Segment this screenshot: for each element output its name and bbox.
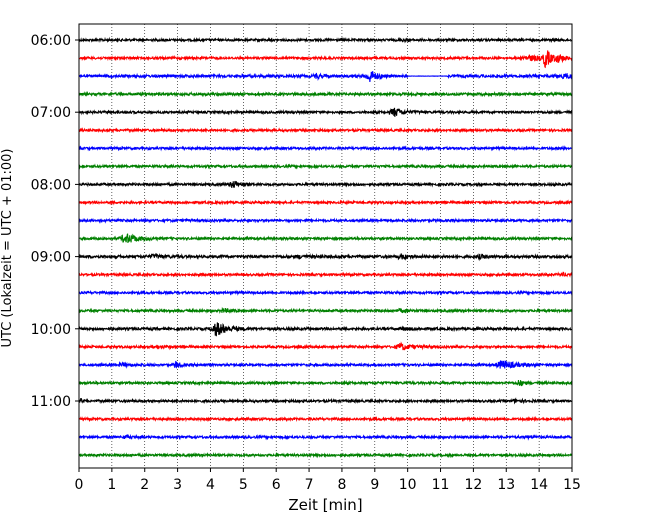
y-axis-ticks: 06:00 07:00 08:00 09:00 10:00 11:00 bbox=[31, 33, 79, 410]
trace-row-0845 bbox=[78, 233, 573, 244]
trace-row-0630 bbox=[78, 71, 573, 82]
x-tick-label-5: 5 bbox=[239, 477, 248, 493]
x-axis-label: Zeit [min] bbox=[288, 496, 362, 514]
plot-frame bbox=[78, 23, 573, 469]
trace-row-1130 bbox=[78, 433, 573, 441]
trace-row-0815 bbox=[78, 199, 573, 206]
x-tick-label-8: 8 bbox=[337, 477, 346, 493]
y-tick-label-0900: 09:00 bbox=[31, 250, 71, 266]
trace-row-1100 bbox=[78, 397, 573, 405]
trace-row-0830 bbox=[78, 217, 573, 224]
seismic-traces bbox=[78, 36, 573, 459]
x-tick-label-14: 14 bbox=[530, 477, 548, 493]
y-tick-label-1000: 10:00 bbox=[31, 322, 71, 338]
trace-row-0700 bbox=[78, 107, 573, 117]
trace-row-0800 bbox=[78, 180, 573, 188]
trace-row-0930 bbox=[78, 289, 573, 296]
trace-row-1045 bbox=[78, 379, 573, 387]
x-axis-ticks: 0 1 2 3 4 5 6 7 8 9 10 11 12 13 14 15 bbox=[75, 468, 581, 493]
x-tick-label-4: 4 bbox=[206, 477, 215, 493]
trace-row-1115 bbox=[78, 415, 573, 423]
x-tick-label-12: 12 bbox=[464, 477, 482, 493]
y-tick-label-0600: 06:00 bbox=[31, 33, 71, 49]
trace-row-0945 bbox=[78, 306, 573, 314]
trace-row-0900 bbox=[78, 252, 573, 262]
x-tick-label-9: 9 bbox=[370, 477, 379, 493]
trace-row-0745 bbox=[78, 163, 573, 170]
x-tick-label-2: 2 bbox=[140, 477, 149, 493]
y-axis-label: UTC (Lokalzeit = UTC + 01:00) bbox=[0, 149, 15, 348]
x-tick-label-3: 3 bbox=[173, 477, 182, 493]
trace-row-1015 bbox=[78, 341, 573, 351]
trace-row-1000 bbox=[78, 322, 573, 337]
trace-row-0915 bbox=[78, 271, 573, 278]
x-tick-label-15: 15 bbox=[563, 477, 581, 493]
trace-row-0645 bbox=[78, 90, 573, 98]
x-tick-label-6: 6 bbox=[272, 477, 281, 493]
y-tick-label-0800: 08:00 bbox=[31, 177, 71, 193]
trace-row-0715 bbox=[78, 127, 573, 134]
y-tick-label-0700: 07:00 bbox=[31, 105, 71, 121]
trace-row-0615 bbox=[78, 50, 573, 69]
trace-row-1030 bbox=[78, 360, 573, 369]
trace-row-0600 bbox=[78, 36, 572, 44]
x-tick-label-13: 13 bbox=[497, 477, 515, 493]
x-tick-label-11: 11 bbox=[432, 477, 450, 493]
trace-row-0730 bbox=[78, 145, 573, 152]
vertical-gridlines bbox=[111, 24, 540, 468]
x-tick-label-1: 1 bbox=[107, 477, 116, 493]
y-tick-label-1100: 11:00 bbox=[31, 394, 71, 410]
x-tick-label-0: 0 bbox=[75, 477, 84, 493]
x-tick-label-10: 10 bbox=[399, 477, 417, 493]
trace-row-1145 bbox=[78, 451, 573, 459]
x-tick-label-7: 7 bbox=[305, 477, 314, 493]
